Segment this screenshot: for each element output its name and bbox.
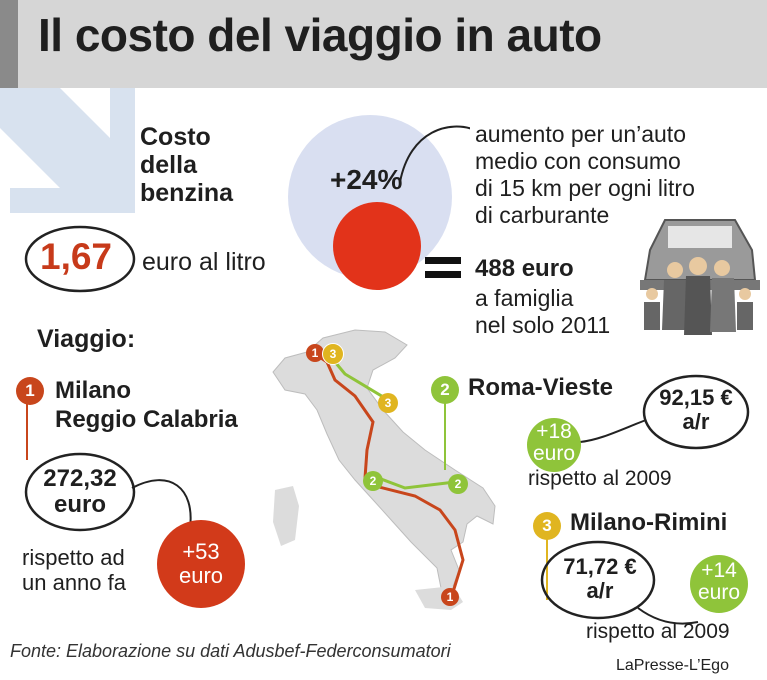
compare-line: un anno fa [22, 570, 126, 595]
equals-line: nel solo 2011 [475, 312, 611, 338]
increase-percent: +24% [330, 164, 403, 195]
trip-3-route: Milano-Rimini [570, 509, 728, 536]
cost-line: 272,32 [43, 465, 117, 492]
delta-line: euro [697, 581, 741, 604]
trip-3-badge: 3 [533, 512, 561, 540]
map-marker-3-end: 3 [378, 393, 398, 413]
equals-line: a famiglia [475, 285, 574, 311]
map-marker-2-start: 2 [363, 471, 383, 491]
delta-line: +18 [536, 420, 572, 443]
description-line: aumento per un’auto [475, 121, 686, 147]
fuel-heading-line: della [140, 151, 197, 179]
route-line: Reggio Calabria [55, 406, 238, 433]
delta-line: euro [178, 563, 224, 588]
cost-line: 71,72 € [563, 554, 637, 579]
description-line: medio con consumo [475, 148, 681, 174]
trip-2-badge: 2 [431, 376, 459, 404]
cost-line: a/r [586, 578, 614, 603]
cost-line: a/r [682, 409, 710, 434]
title-bar [0, 0, 767, 88]
trip-1-route: Milano Reggio Calabria [55, 376, 238, 434]
increase-circles [288, 115, 470, 290]
delta-line: euro [532, 442, 576, 465]
trip-3-cost: 71,72 € a/r [548, 555, 652, 603]
trip-3-compare: rispetto al 2009 [586, 620, 730, 643]
fuel-price-unit: euro al litro [142, 248, 266, 276]
map-marker-1-end: 1 [441, 588, 459, 606]
route-line: Milano [55, 377, 131, 404]
trips-heading: Viaggio: [37, 325, 136, 353]
delta-line: +53 [182, 539, 220, 564]
cost-line: 92,15 € [659, 385, 733, 410]
delta-line: +14 [701, 559, 737, 582]
trip-1-badge: 1 [16, 377, 44, 405]
trip-2-connector [444, 400, 446, 470]
page-title: Il costo del viaggio in auto [38, 9, 602, 61]
description-line: di 15 km per ogni litro [475, 175, 695, 201]
title-stripe [0, 0, 18, 88]
equals-value: 488 euro [475, 255, 574, 282]
description-line: di carburante [475, 202, 610, 228]
trip-1-cost-ring [24, 452, 192, 532]
arrow-graphic [0, 88, 135, 213]
trip-1-cost: 272,32 euro [34, 466, 126, 518]
trip-2-cost: 92,15 € a/r [644, 386, 748, 434]
trip-2-route: Roma-Vieste [468, 374, 613, 401]
fuel-heading: Costo della benzina [140, 123, 233, 207]
compare-line: rispetto ad [22, 545, 125, 570]
trip-3-cost-ring [540, 540, 699, 625]
fuel-heading-line: Costo [140, 123, 211, 151]
equals-description: a famiglia nel solo 2011 [475, 285, 610, 339]
equals-icon [425, 257, 461, 278]
fuel-price: 1,67 [40, 236, 113, 277]
italy-map [272, 329, 496, 610]
cost-line: euro [53, 491, 106, 518]
trip-2-cost-ring [580, 374, 750, 450]
car-family-icon [640, 219, 760, 335]
map-marker-3-start: 3 [322, 343, 344, 365]
trip-2-compare: rispetto al 2009 [528, 467, 672, 490]
fuel-heading-line: benzina [140, 179, 234, 207]
trip-1-compare: rispetto ad un anno fa [22, 545, 126, 595]
price-ring [24, 225, 136, 293]
trip-3-delta: +14 euro [690, 555, 748, 613]
map-marker-1-start: 1 [306, 344, 324, 362]
trip-2-delta: +18 euro [527, 418, 581, 472]
trip-1-delta: +53 euro [157, 520, 245, 608]
increase-description: aumento per un’auto medio con consumo di… [475, 121, 695, 229]
map-marker-2-end: 2 [448, 474, 468, 494]
source-note: Fonte: Elaborazione su dati Adusbef-Fede… [10, 641, 451, 661]
credit-logo: LaPresse-L’Ego [616, 657, 729, 674]
